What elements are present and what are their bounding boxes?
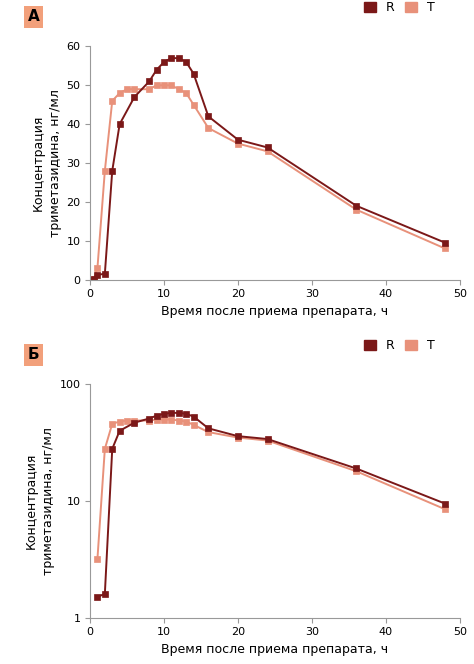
- Legend: R, T: R, T: [364, 1, 435, 15]
- Legend: R, T: R, T: [364, 339, 435, 353]
- X-axis label: Время после приема препарата, ч: Время после приема препарата, ч: [161, 305, 389, 318]
- Text: А: А: [27, 9, 39, 25]
- Y-axis label: Концентрация
триметазидина, нг/мл: Концентрация триметазидина, нг/мл: [25, 427, 55, 575]
- Y-axis label: Концентрация
триметазидина, нг/мл: Концентрация триметазидина, нг/мл: [32, 89, 62, 237]
- X-axis label: Время после приема препарата, ч: Время после приема препарата, ч: [161, 643, 389, 656]
- Text: Б: Б: [27, 347, 39, 363]
